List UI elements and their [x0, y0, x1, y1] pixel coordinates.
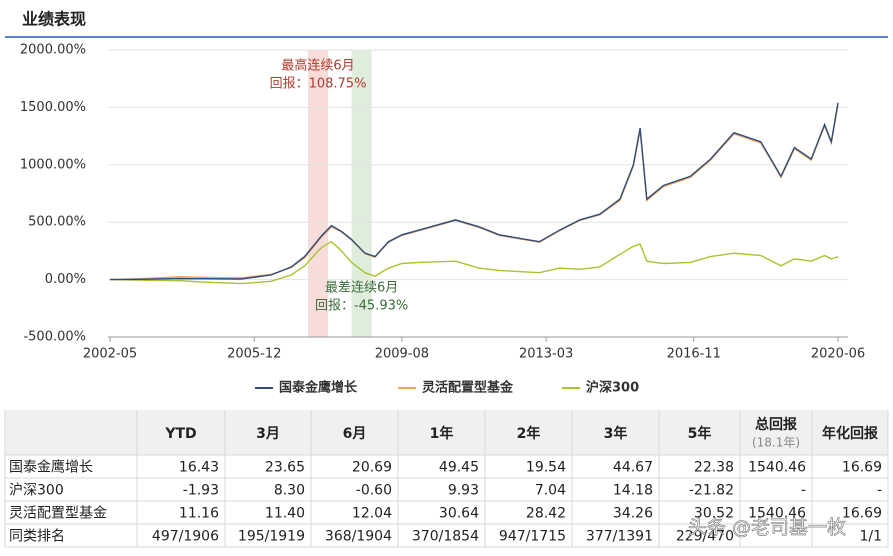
- table-cell: 28.42: [526, 506, 566, 522]
- table-cell: 370/1854: [412, 529, 479, 545]
- table-header: 3月: [256, 426, 280, 442]
- table-cell: 49.45: [439, 460, 479, 476]
- table-header: 年化回报: [822, 425, 878, 442]
- table-cell: -1.93: [183, 483, 219, 499]
- table-cell: -: [801, 483, 806, 499]
- legend-label: 灵活配置型基金: [422, 380, 514, 396]
- annotation: 最差连续6月: [325, 280, 398, 296]
- table-cell: 19.54: [526, 460, 566, 476]
- table-header-bg: [5, 410, 888, 455]
- x-tick-label: 2009-08: [375, 347, 429, 362]
- table-cell: 11.40: [265, 506, 305, 522]
- y-tick-label: 1500.00%: [20, 100, 86, 115]
- series-line: [109, 102, 839, 281]
- legend-label: 沪深300: [586, 380, 639, 396]
- table-cell: 1540.46: [748, 506, 806, 522]
- x-tick-label: 2016-11: [667, 347, 721, 362]
- table-header: 5年: [688, 425, 712, 442]
- table-cell: 16.43: [179, 460, 219, 476]
- table-cell: 12.04: [352, 506, 392, 522]
- table-cell: 20.69: [352, 460, 392, 476]
- table-cell: 灵活配置型基金: [9, 505, 107, 522]
- table-header-note: (18.1年): [752, 436, 800, 450]
- series-line: [109, 240, 839, 285]
- table-header: 1年: [430, 425, 454, 442]
- table-cell: 30.64: [439, 506, 479, 522]
- table-cell: 229/470: [676, 529, 734, 545]
- x-tick-label: 2002-05: [83, 347, 137, 362]
- table-cell: 16.69: [842, 506, 882, 522]
- table-cell: 34.26: [613, 506, 653, 522]
- x-tick-label: 2020-06: [811, 347, 865, 362]
- x-tick-label: 2013-03: [519, 347, 573, 362]
- table-cell: 16.69: [842, 460, 882, 476]
- y-tick-label: 0.00%: [45, 272, 86, 287]
- table-cell: 同类排名: [9, 529, 65, 545]
- table-cell: 11.16: [179, 506, 219, 522]
- table-cell: 7.04: [535, 483, 566, 499]
- table-header: 6月: [343, 426, 367, 442]
- table-cell: 1540.46: [748, 460, 806, 476]
- table-header: 3年: [604, 425, 628, 442]
- table-cell: 沪深300: [9, 483, 64, 499]
- table-cell: 377/1391: [586, 529, 653, 545]
- highlight-band: [307, 50, 329, 337]
- x-tick-label: 2005-12: [227, 347, 281, 362]
- y-tick-label: 1000.00%: [20, 157, 86, 172]
- table-cell: 195/1919: [238, 529, 305, 545]
- table-header: YTD: [164, 426, 196, 442]
- table-cell: 23.65: [265, 460, 305, 476]
- y-tick-label: 500.00%: [28, 215, 86, 230]
- y-tick-label: 2000.00%: [20, 43, 86, 58]
- y-tick-label: -500.00%: [23, 330, 86, 345]
- annotation: 回报：-45.93%: [315, 299, 408, 314]
- table-cell: 14.18: [613, 483, 653, 499]
- highlight-band: [351, 50, 372, 337]
- table-cell: 22.38: [694, 460, 734, 476]
- table-cell: 44.67: [613, 460, 653, 476]
- table-cell: 368/1904: [325, 529, 392, 545]
- table-cell: 9.93: [448, 483, 479, 499]
- table-header: 总回报: [755, 416, 797, 433]
- annotation: 回报：108.75%: [270, 77, 367, 92]
- table-cell: 国泰金鹰增长: [9, 460, 93, 476]
- watermark: 头条 @老司基一枚: [688, 517, 846, 539]
- table-cell: -21.82: [689, 483, 734, 499]
- section-title: 业绩表现: [22, 10, 86, 29]
- annotation: 最高连续6月: [281, 58, 354, 74]
- legend-label: 国泰金鹰增长: [279, 380, 358, 396]
- table-cell: 947/1715: [499, 529, 566, 545]
- table-header: 2年: [517, 425, 541, 442]
- table-cell: 8.30: [274, 483, 305, 499]
- table-cell: 1/1: [859, 529, 882, 545]
- table-cell: -: [877, 483, 882, 499]
- table-cell: 30.52: [694, 506, 734, 522]
- table-cell: -0.60: [356, 483, 392, 499]
- table-cell: 497/1906: [152, 529, 219, 545]
